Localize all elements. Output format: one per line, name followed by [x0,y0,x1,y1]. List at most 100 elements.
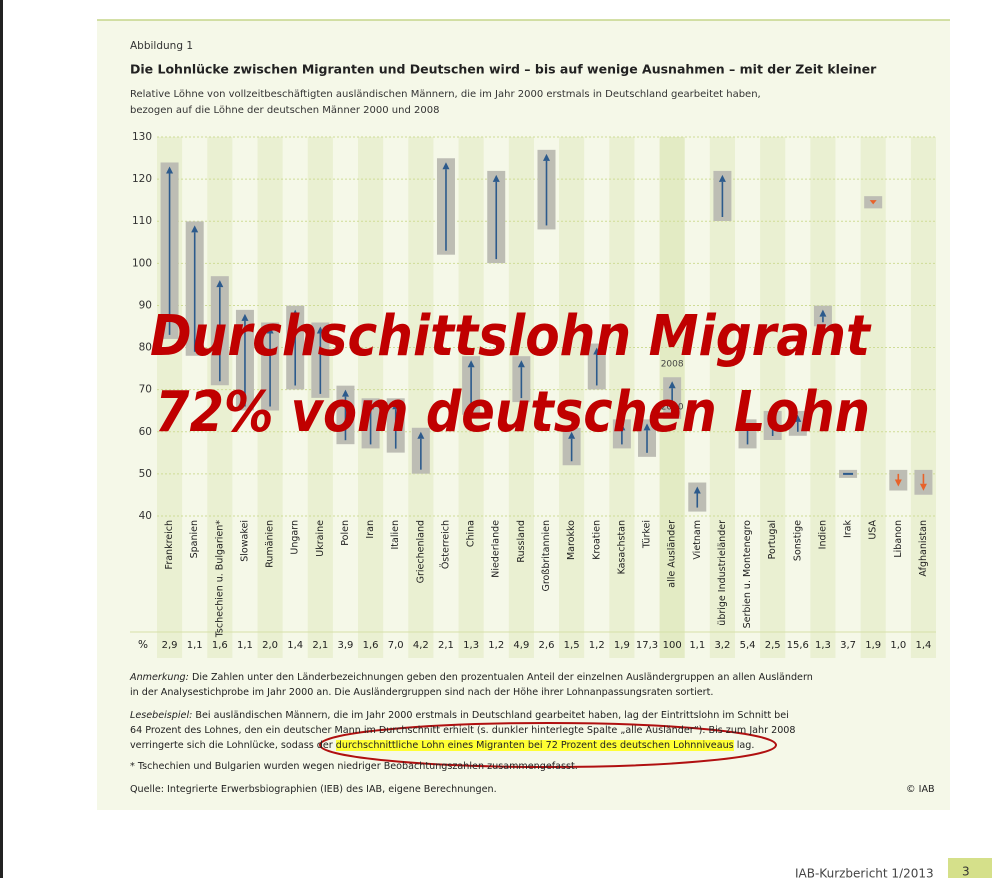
arrow-head [693,486,701,494]
x-tick-label: Russland [516,520,527,563]
share-value: 1,0 [890,640,906,651]
x-tick-label: Ukraine [315,520,326,557]
x-tick-label: Rumänien [265,520,276,568]
page-box [948,858,992,878]
share-value: 3,9 [338,640,354,651]
arrow-head [618,423,626,431]
share-value: 2,1 [438,640,454,651]
share-value: 3,2 [714,640,730,651]
arrow-head [316,326,324,334]
column-stripe [408,137,434,658]
share-value: 2,6 [539,640,555,651]
share-value: 1,5 [564,640,580,651]
arrow-head [593,347,601,355]
share-value: 1,1 [187,640,203,651]
example-text: Bei ausländischen Männern, die im Jahr 2… [195,710,789,721]
y-tick-label: 40 [139,510,152,522]
x-tick-label: Kasachstan [616,520,627,574]
share-value: 3,7 [840,640,856,651]
column-stripe [709,137,735,658]
arrow-head [919,483,927,491]
remark-label: Anmerkung: [130,672,189,683]
column-stripe [358,137,384,658]
share-value: 1,3 [815,640,831,651]
y-tick-label: 80 [139,342,152,354]
share-value: 17,3 [636,640,658,651]
x-tick-label: Tschechien u. Bulgarien* [214,520,225,639]
arrow-head [166,166,174,174]
page-edge [0,0,3,878]
arrow-head [216,280,224,288]
example: verringerte sich die Lohnlücke, sodass d… [130,738,754,753]
arrow-head [643,423,651,431]
share-value: 1,6 [363,640,379,651]
share-value: 1,4 [915,640,931,651]
highlight-ellipse [319,722,777,768]
example-text: 64 Prozent des Lohnes, den ein deutscher… [130,725,796,736]
share-value: 2,0 [262,640,278,651]
x-tick-label: Großbritannien [541,520,552,592]
arrow-head [492,174,500,182]
share-value: 7,0 [388,640,404,651]
x-tick-label: USA [868,520,879,540]
x-tick-label: Iran [365,520,376,539]
arrow-head [191,225,199,233]
arrow-head [819,309,827,317]
share-value: 2,9 [162,640,178,651]
x-tick-label: Türkei [642,520,653,549]
arrow-head [266,326,274,334]
x-tick-label: Slowakei [239,520,250,562]
x-tick-label: Polen [340,520,351,546]
column-stripe [860,137,886,658]
y-tick-label: 130 [132,131,152,143]
arrow-head [442,162,450,170]
share-value: 4,2 [413,640,429,651]
arrow-head [392,402,400,410]
x-tick-label: Marokko [566,520,577,560]
example-text: lag. [736,740,755,751]
footer-page: 3 [962,865,970,878]
source: Quelle: Integrierte Erwerbsbiographien (… [130,784,497,795]
share-value: 1,6 [212,640,228,651]
column-stripe [559,137,585,658]
x-tick-label: Spanien [189,520,200,558]
share-value: 1,1 [689,640,705,651]
x-tick-label: Serbien u. Montenegro [742,520,753,629]
arrow-head [718,174,726,182]
remark: Anmerkung: Die Zahlen unter den Länderbe… [130,670,813,685]
example-text: verringerte sich die Lohnlücke, sodass d… [130,740,333,751]
x-tick-label: Griechenland [415,520,426,583]
x-tick-label: Portugal [767,520,778,559]
share-value: 1,9 [614,640,630,651]
arrow-head [744,423,752,431]
highlighted-text: durchschnittliche Lohn eines Migranten b… [335,740,734,751]
x-tick-label: Irak [843,520,854,539]
share-value: 1,3 [463,640,479,651]
x-tick-label: Sonstige [792,520,803,561]
copyright: © IAB [906,784,935,795]
x-tick-label: Frankreich [164,520,175,569]
arrow-head [869,200,877,205]
overlay-text: 72% vom deutschen Lohn [155,380,870,445]
column-stripe [910,137,936,658]
arrow-head [417,431,425,439]
series-label: 2000 [661,402,684,412]
column-stripe [760,137,786,658]
share-value: 1,4 [287,640,303,651]
x-tick-label: Ungarn [290,520,301,555]
y-tick-label: 100 [132,257,152,269]
x-tick-label: Italien [390,520,401,550]
arrow-head [517,360,525,368]
x-tick-label: Indien [817,520,828,549]
chart-title: Die Lohnlücke zwischen Migranten und Deu… [130,62,877,77]
share-value: 2,1 [312,640,328,651]
column-stripe [609,137,635,658]
y-tick-label: 50 [139,468,152,480]
share-value: 1,2 [589,640,605,651]
share-value: 100 [663,640,682,651]
x-tick-label: China [466,520,477,547]
x-tick-label: Afghanistan [918,520,929,577]
column-stripe [207,137,233,658]
x-tick-label: Libanon [893,520,904,558]
